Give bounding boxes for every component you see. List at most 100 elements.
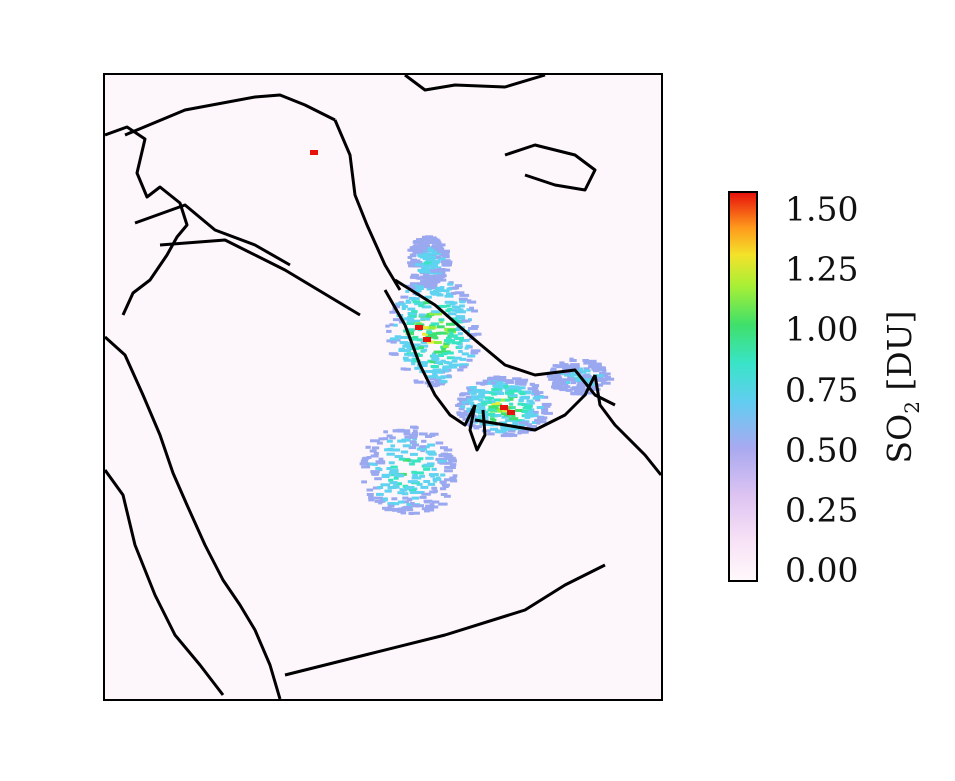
so2-plume-pixel [575, 386, 585, 390]
so2-plume-pixel [569, 357, 574, 361]
so2-plume-pixel [383, 430, 388, 434]
so2-plume-pixel [528, 426, 536, 430]
so2-plume-pixel [423, 273, 430, 277]
so2-plume-pixel [427, 482, 436, 486]
so2-plume-pixel [425, 340, 435, 344]
so2-plume-pixel [455, 327, 465, 331]
so2-plume-pixel [444, 361, 450, 364]
so2-plume-pixel [407, 307, 416, 311]
so2-plume-pixel [451, 308, 457, 312]
so2-plume-pixel [440, 359, 446, 363]
so2-plume-pixel [431, 245, 436, 249]
so2-plume-pixel [446, 336, 452, 340]
so2-plume-pixel [599, 371, 606, 375]
so2-plume-pixel [414, 263, 422, 267]
so2-plume-pixel [530, 410, 539, 414]
so2-plume-pixel [579, 388, 589, 392]
so2-plume-pixel [410, 452, 418, 456]
so2-plume-pixel [511, 427, 522, 431]
so2-plume-pixel [365, 462, 375, 466]
so2-plume-pixel [414, 380, 424, 384]
so2-plume-pixel [400, 450, 409, 454]
so2-plume-pixel [411, 496, 420, 500]
so2-plume-pixel [600, 381, 611, 385]
so2-plume-pixel [457, 397, 463, 401]
so2-hotspot-layer [310, 150, 615, 515]
qatar-peninsula [468, 404, 487, 452]
so2-plume-pixel [512, 421, 517, 425]
so2-plume-pixel [412, 459, 421, 463]
so2-plume-pixel [475, 426, 480, 430]
so2-plume-pixel [477, 403, 482, 407]
so2-plume-pixel [602, 369, 607, 373]
so2-plume-pixel [387, 504, 395, 508]
so2-plume-pixel [449, 476, 457, 480]
so2-plume-pixel [482, 379, 489, 383]
so2-plume-pixel [389, 337, 399, 341]
so2-plume-pixel [465, 413, 471, 417]
so2-plume-pixel [397, 491, 405, 495]
so2-plume-pixel [597, 368, 604, 372]
so2-plume-pixel [446, 368, 452, 372]
so2-plume-pixel [467, 354, 476, 358]
so2-plume-pixel [493, 375, 501, 379]
so2-plume-pixel [508, 414, 516, 418]
so2-plume-pixel [378, 437, 385, 441]
so2-plume-pixel [392, 304, 400, 308]
so2-plume-pixel [404, 435, 411, 439]
so2-plume-pixel [411, 254, 416, 258]
so2-plume-pixel [419, 254, 427, 258]
so2-plume-pixel [443, 260, 453, 264]
so2-plume-pixel [437, 304, 447, 308]
so2-plume-pixel [593, 374, 604, 378]
so2-plume-pixel [398, 457, 405, 461]
so2-plume-pixel [487, 381, 494, 385]
so2-plume-pixel [383, 498, 388, 502]
so2-plume-pixel [420, 317, 431, 321]
so2-map [105, 75, 661, 699]
so2-plume-pixel [392, 318, 402, 322]
so2-plume-pixel [448, 334, 458, 338]
so2-plume-pixel [469, 306, 474, 310]
so2-plume-pixel [425, 450, 436, 454]
so2-plume-pixel [416, 482, 423, 486]
so2-plume-pixel [408, 488, 417, 492]
so2-plume-pixel [440, 493, 448, 496]
so2-plume-pixel [529, 401, 535, 405]
iran-inner-border [504, 143, 597, 192]
so2-plume-pixel [429, 375, 439, 379]
so2-plume-pixel [429, 261, 436, 265]
so2-plume-pixel [444, 300, 455, 304]
so2-plume-pixel [514, 382, 521, 385]
so2-plume-pixel [418, 313, 426, 317]
so2-plume-pixel [402, 496, 409, 500]
gulf-coast-east [394, 278, 616, 407]
so2-plume-pixel [501, 415, 512, 419]
so2-plume-pixel [508, 389, 519, 393]
so2-plume-pixel [565, 381, 571, 384]
so2-plume-pixel [459, 415, 466, 418]
so2-plume-pixel [418, 361, 429, 365]
so2-plume-pixel [428, 452, 437, 456]
so2-plume-pixel [410, 262, 415, 266]
so2-plume-pixel [444, 294, 454, 298]
so2-plume-pixel [419, 445, 426, 449]
so2-plume-pixel [451, 291, 457, 295]
so2-plume-pixel [452, 474, 458, 478]
so2-plume-pixel [373, 451, 379, 455]
so2-plume-pixel [361, 480, 367, 484]
so2-max-pixel [423, 337, 431, 342]
so2-plume-pixel [411, 362, 416, 366]
so2-plume-pixel [437, 376, 446, 380]
so2-plume-pixel [463, 422, 472, 426]
so2-plume-pixel [446, 356, 455, 360]
so2-plume-pixel [469, 386, 477, 389]
so2-plume-pixel [445, 309, 451, 313]
so2-plume-pixel [419, 270, 425, 274]
so2-plume-pixel [516, 386, 526, 390]
so2-plume-pixel [505, 380, 515, 384]
so2-plume-pixel [446, 361, 453, 365]
so2-plume-pixel [443, 448, 453, 452]
so2-plume-pixel [460, 300, 465, 304]
so2-plume-pixel [424, 285, 429, 288]
